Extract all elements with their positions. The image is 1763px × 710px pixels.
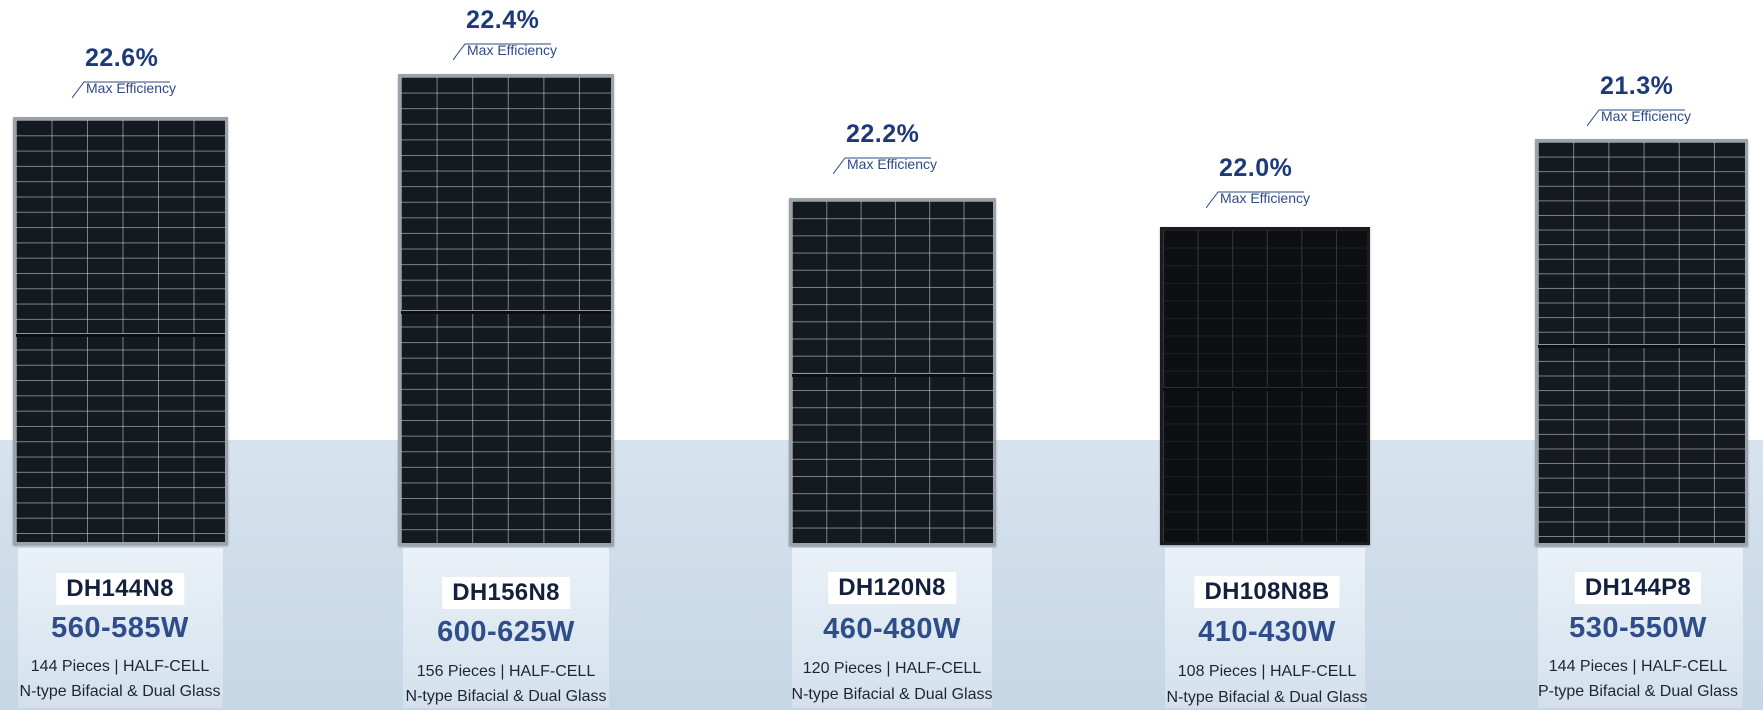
product-card-dh120n8[interactable]: 22.2% Max Efficiency DH120N8 460-480W 12… xyxy=(770,0,1010,710)
panel-type: P-type Bifacial & Dual Glass xyxy=(1537,683,1739,700)
callout-line xyxy=(833,154,931,174)
solar-panel-image xyxy=(1535,139,1748,546)
panel-split-line xyxy=(792,373,993,377)
efficiency-label: Max Efficiency xyxy=(847,156,937,172)
panel-cell-grid xyxy=(1163,230,1367,542)
power-range: 410-430W xyxy=(1198,616,1336,648)
callout-line xyxy=(1206,188,1304,208)
efficiency-callout: 21.3% Max Efficiency xyxy=(1587,72,1763,126)
product-card-dh156n8[interactable]: 22.4% Max Efficiency DH156N8 600-625W 15… xyxy=(386,0,626,710)
panel-type: N-type Bifacial & Dual Glass xyxy=(405,688,607,705)
solar-panel-image xyxy=(1160,227,1370,545)
efficiency-value: 22.4% xyxy=(466,6,540,34)
efficiency-callout: 22.4% Max Efficiency xyxy=(453,6,653,60)
efficiency-label: Max Efficiency xyxy=(1601,108,1691,124)
callout-line xyxy=(453,40,551,60)
efficiency-label: Max Efficiency xyxy=(86,80,176,96)
callout-line xyxy=(1587,106,1685,126)
power-range: 560-585W xyxy=(51,612,189,644)
solar-panel-image xyxy=(789,198,996,546)
efficiency-label: Max Efficiency xyxy=(467,42,557,58)
cell-count: 156 Pieces | HALF-CELL xyxy=(416,663,596,680)
model-name: DH144P8 xyxy=(1574,572,1702,604)
panel-cell-grid xyxy=(1538,142,1745,543)
model-name: DH144N8 xyxy=(56,573,184,605)
efficiency-value: 21.3% xyxy=(1600,72,1674,100)
efficiency-callout: 22.0% Max Efficiency xyxy=(1206,154,1406,208)
model-name: DH108N8B xyxy=(1194,576,1340,608)
panel-cell-grid xyxy=(16,120,225,542)
model-name: DH120N8 xyxy=(828,572,956,604)
power-range: 530-550W xyxy=(1569,612,1707,644)
product-card-dh144p8[interactable]: 21.3% Max Efficiency DH144P8 530-550W 14… xyxy=(1523,0,1763,710)
cell-count: 144 Pieces | HALF-CELL xyxy=(1548,658,1728,675)
product-info-backdrop xyxy=(1165,548,1365,708)
panel-type: N-type Bifacial & Dual Glass xyxy=(1166,689,1368,706)
panel-type: N-type Bifacial & Dual Glass xyxy=(791,686,993,703)
efficiency-label: Max Efficiency xyxy=(1220,190,1310,206)
model-name: DH156N8 xyxy=(442,577,570,609)
panel-split-line xyxy=(1163,387,1367,391)
efficiency-value: 22.0% xyxy=(1219,154,1293,182)
power-range: 460-480W xyxy=(823,613,961,645)
panel-split-line xyxy=(1538,344,1745,348)
product-card-dh144n8[interactable]: 22.6% Max Efficiency DH144N8 560-585W 14… xyxy=(0,0,240,710)
efficiency-callout: 22.2% Max Efficiency xyxy=(833,120,1033,174)
efficiency-callout: 22.6% Max Efficiency xyxy=(72,44,272,98)
panel-cell-grid xyxy=(792,201,993,543)
power-range: 600-625W xyxy=(437,616,575,648)
cell-count: 120 Pieces | HALF-CELL xyxy=(802,660,982,677)
efficiency-value: 22.6% xyxy=(85,44,159,72)
efficiency-value: 22.2% xyxy=(846,120,920,148)
panel-type: N-type Bifacial & Dual Glass xyxy=(19,683,221,700)
panel-split-line xyxy=(16,333,225,337)
product-card-dh108n8b[interactable]: 22.0% Max Efficiency DH108N8B 410-430W 1… xyxy=(1150,0,1390,710)
panel-split-line xyxy=(401,310,611,314)
product-info-backdrop xyxy=(403,548,609,708)
cell-count: 144 Pieces | HALF-CELL xyxy=(30,658,210,675)
cell-count: 108 Pieces | HALF-CELL xyxy=(1177,663,1357,680)
solar-panel-image xyxy=(398,74,614,546)
solar-panel-image xyxy=(13,117,228,545)
callout-line xyxy=(72,78,170,98)
